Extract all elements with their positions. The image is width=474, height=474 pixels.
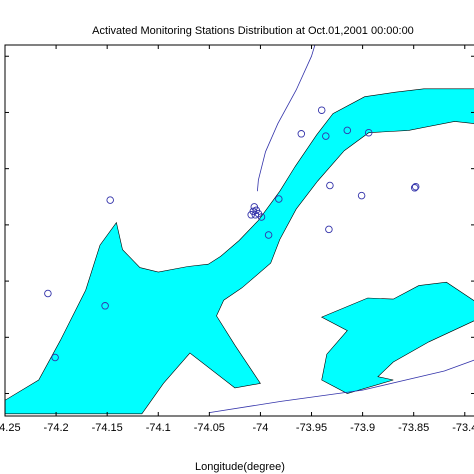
boundary-line [257,45,316,192]
y-axis [5,55,474,395]
station-marker [326,181,334,190]
plot-frame [4,44,474,417]
station-marker [257,213,266,221]
x-axis-label: Longitude(degree) [195,461,285,473]
water-layer [5,88,474,415]
x-tick-label: -74 [252,422,268,434]
station-marker [101,302,109,310]
x-tick-label: -74.2 [44,422,69,434]
x-tick-label: -74.05 [194,422,225,434]
x-tick-label: -74.15 [92,422,123,434]
station-marker [44,289,52,298]
station-marker [264,231,273,239]
boundary-line [209,359,474,413]
water-region [320,281,474,394]
x-axis: -74.25 -74.2 -74.15 -74.1 -74.05 -74 -73.95 -73… [0,45,474,434]
station-marker-layer [44,106,420,362]
x-tick-label: -73.95 [296,422,327,434]
chart-title: Activated Monitoring Stations Distributi… [92,25,414,37]
station-marker [411,182,420,191]
plot-area [5,45,474,415]
station-marker [51,353,59,362]
station-marker [106,196,114,204]
x-tick-label: -73.9 [350,422,375,434]
station-marker [275,195,283,203]
station-marker [322,132,330,140]
station-marker [410,184,419,192]
station-marker [297,130,306,138]
x-tick-label: -74.25 [0,422,21,434]
boundary-line-layer [209,45,474,413]
station-marker [357,191,366,200]
x-tick-label: -73.85 [398,422,429,434]
station-marker [343,126,352,135]
station-marker [364,128,373,137]
x-tick-label: -74.1 [146,422,171,434]
station-marker [325,225,333,234]
x-tick-label: -73.4 [452,422,474,434]
water-region [5,88,474,415]
station-marker [317,106,326,114]
